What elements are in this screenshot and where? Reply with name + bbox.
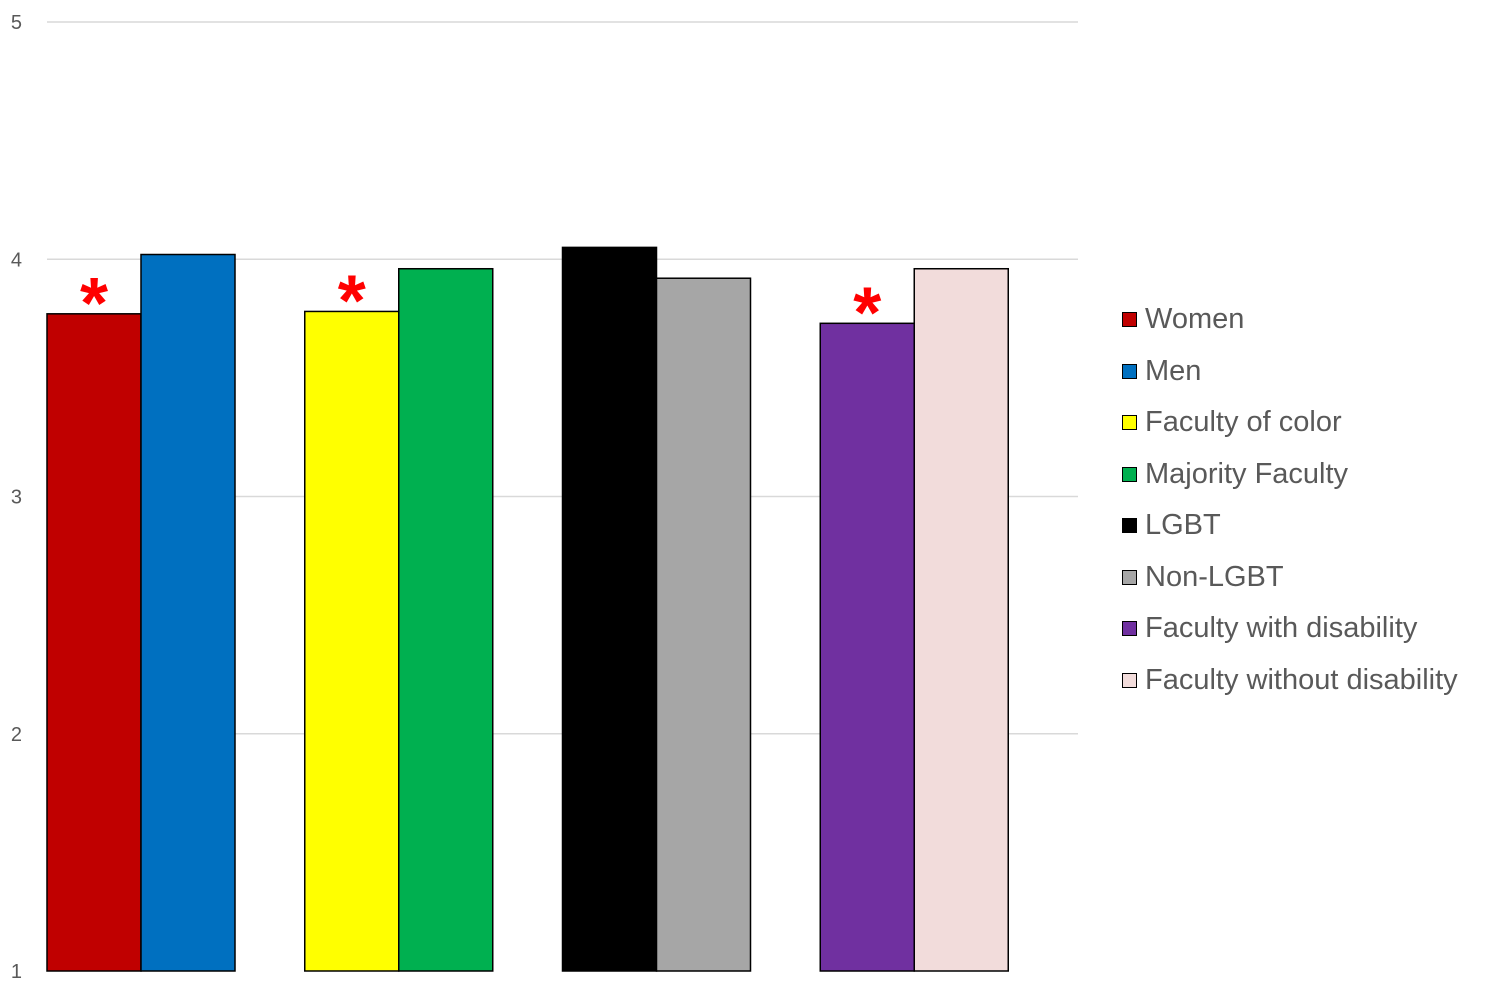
bar-men: [140, 253, 236, 972]
legend: Women Men Faculty of color Majority Faculty…: [1122, 294, 1458, 706]
legend-label: Faculty without disability: [1145, 663, 1458, 696]
legend-item: Faculty without disability: [1122, 655, 1458, 707]
y-tick-label: 5: [11, 12, 22, 34]
significance-markers: * * *: [80, 261, 881, 353]
legend-label: Men: [1145, 354, 1202, 387]
legend-label: LGBT: [1145, 509, 1221, 542]
legend-swatch: [1122, 569, 1137, 585]
legend-swatch: [1122, 518, 1137, 534]
bar-lgbt: [561, 246, 658, 972]
legend-swatch: [1122, 415, 1137, 431]
significance-marker: *: [853, 273, 881, 353]
legend-swatch: [1122, 312, 1137, 328]
legend-item: Men: [1122, 346, 1458, 398]
legend-swatch: [1122, 363, 1137, 379]
legend-item: Non-LGBT: [1122, 552, 1458, 604]
bar-faculty-without-disability: [913, 267, 1009, 972]
y-tick-label: 2: [11, 724, 22, 746]
bar-faculty-with-disability: [819, 322, 915, 972]
legend-item: Majority Faculty: [1122, 449, 1458, 501]
legend-label: Non-LGBT: [1145, 560, 1284, 593]
legend-item: Faculty with disability: [1122, 603, 1458, 655]
legend-swatch: [1122, 466, 1137, 482]
bar-faculty-of-color: [304, 310, 400, 972]
significance-marker: *: [80, 264, 108, 344]
legend-swatch: [1122, 672, 1137, 688]
significance-marker: *: [338, 261, 366, 341]
bar-non-lgbt: [655, 277, 752, 972]
y-tick-label: 4: [11, 249, 22, 271]
legend-label: Majority Faculty: [1145, 457, 1349, 490]
y-tick-label: 3: [11, 487, 22, 509]
y-axis-ticks: 1 2 3 4 5: [11, 12, 22, 981]
bar-majority-faculty: [398, 267, 494, 972]
legend-label: Women: [1145, 303, 1245, 336]
bars: [46, 246, 1009, 972]
legend-label: Faculty of color: [1145, 406, 1342, 439]
legend-item: Faculty of color: [1122, 397, 1458, 449]
legend-swatch: [1122, 621, 1137, 637]
legend-item: LGBT: [1122, 500, 1458, 552]
legend-label: Faculty with disability: [1145, 612, 1418, 645]
legend-item: Women: [1122, 294, 1458, 346]
bar-women: [46, 313, 142, 972]
y-tick-label: 1: [11, 961, 22, 981]
